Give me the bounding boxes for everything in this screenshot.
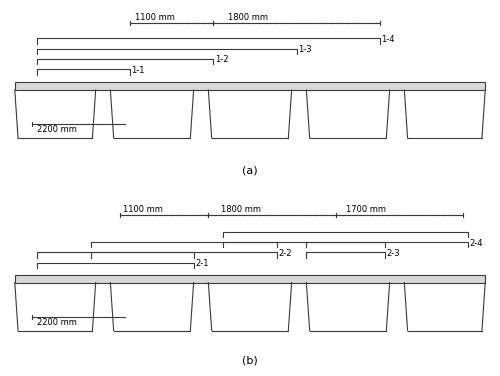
Text: 1-4: 1-4 bbox=[382, 35, 395, 44]
Text: 2-2: 2-2 bbox=[278, 249, 292, 258]
Text: 1100 mm: 1100 mm bbox=[135, 13, 174, 22]
Text: 2200 mm: 2200 mm bbox=[37, 125, 76, 134]
Text: 2-1: 2-1 bbox=[195, 259, 208, 268]
Text: 1800 mm: 1800 mm bbox=[228, 13, 268, 22]
Text: (a): (a) bbox=[242, 166, 258, 176]
Text: 2-4: 2-4 bbox=[470, 238, 483, 247]
Text: 1-1: 1-1 bbox=[132, 66, 145, 75]
Text: 1-2: 1-2 bbox=[214, 55, 228, 64]
Text: 2-3: 2-3 bbox=[386, 249, 400, 258]
Text: 1-3: 1-3 bbox=[298, 45, 312, 54]
Text: 1700 mm: 1700 mm bbox=[346, 205, 386, 214]
Bar bbox=[15, 82, 485, 90]
Bar bbox=[15, 275, 485, 282]
Text: 2200 mm: 2200 mm bbox=[37, 318, 76, 327]
Text: 1800 mm: 1800 mm bbox=[220, 205, 260, 214]
Text: 1100 mm: 1100 mm bbox=[122, 205, 162, 214]
Text: (b): (b) bbox=[242, 355, 258, 365]
